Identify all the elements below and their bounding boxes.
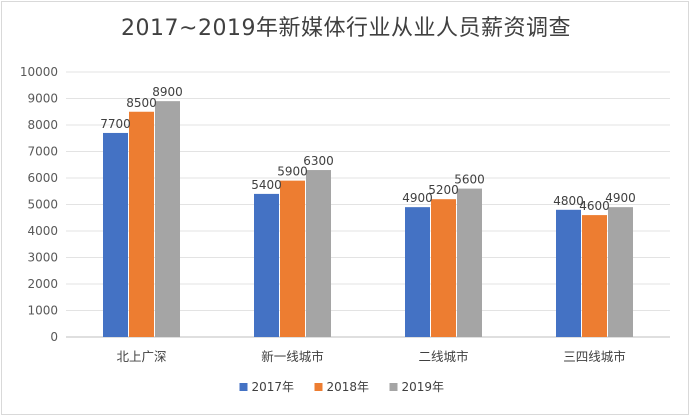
category-label: 二线城市	[418, 349, 468, 364]
category-label: 三四线城市	[563, 349, 626, 364]
data-label: 5200	[428, 183, 459, 197]
y-tick-label: 7000	[27, 145, 58, 159]
legend: 2017年 2018年 2019年	[239, 380, 445, 394]
y-tick-label: 1000	[27, 304, 58, 318]
legend-swatch	[314, 383, 323, 391]
bar	[405, 207, 430, 337]
category-label: 北上广深	[116, 349, 166, 364]
data-label: 6300	[303, 154, 334, 168]
bar	[280, 180, 305, 337]
y-tick-label: 10000	[20, 65, 58, 79]
y-tick-label: 0	[50, 330, 58, 344]
bar	[306, 170, 331, 337]
y-axis-ticks: 0 1000 2000 3000 4000 5000 6000 7000 8000 9000 100…	[20, 65, 58, 344]
bar	[254, 193, 279, 337]
data-labels: 7700850089005400590063004900520056004800…	[100, 85, 636, 213]
legend-label: 2018年	[327, 380, 370, 394]
category-label: 新一线城市	[261, 349, 324, 364]
bar	[431, 199, 456, 337]
legend-label: 2019年	[402, 380, 445, 394]
data-label: 5400	[251, 178, 282, 192]
y-tick-label: 9000	[27, 92, 58, 106]
data-label: 4800	[553, 194, 584, 208]
y-tick-label: 4000	[27, 224, 58, 238]
bar	[155, 101, 180, 338]
bar	[457, 188, 482, 337]
legend-swatch	[389, 383, 398, 391]
bars	[103, 101, 633, 338]
chart-title: 2017~2019年新媒体行业从业人员薪资调查	[121, 16, 571, 41]
bar	[582, 215, 607, 337]
data-label: 4900	[605, 191, 636, 205]
data-label: 5600	[454, 173, 485, 187]
data-label: 8500	[126, 96, 157, 110]
y-tick-label: 3000	[27, 251, 58, 265]
legend-label: 2017年	[252, 380, 295, 394]
data-label: 4600	[579, 199, 610, 213]
bar	[103, 132, 128, 337]
bar	[129, 111, 154, 337]
data-label: 4900	[402, 191, 433, 205]
y-tick-label: 5000	[27, 198, 58, 212]
bar	[556, 209, 581, 337]
y-tick-label: 8000	[27, 118, 58, 132]
legend-swatch	[239, 383, 248, 391]
bar	[608, 207, 633, 337]
data-label: 8900	[152, 85, 183, 99]
x-axis-categories: 北上广深 新一线城市 二线城市 三四线城市	[116, 349, 625, 364]
data-label: 7700	[100, 117, 131, 131]
y-tick-label: 6000	[27, 171, 58, 185]
data-label: 5900	[277, 165, 308, 179]
y-tick-label: 2000	[27, 277, 58, 291]
